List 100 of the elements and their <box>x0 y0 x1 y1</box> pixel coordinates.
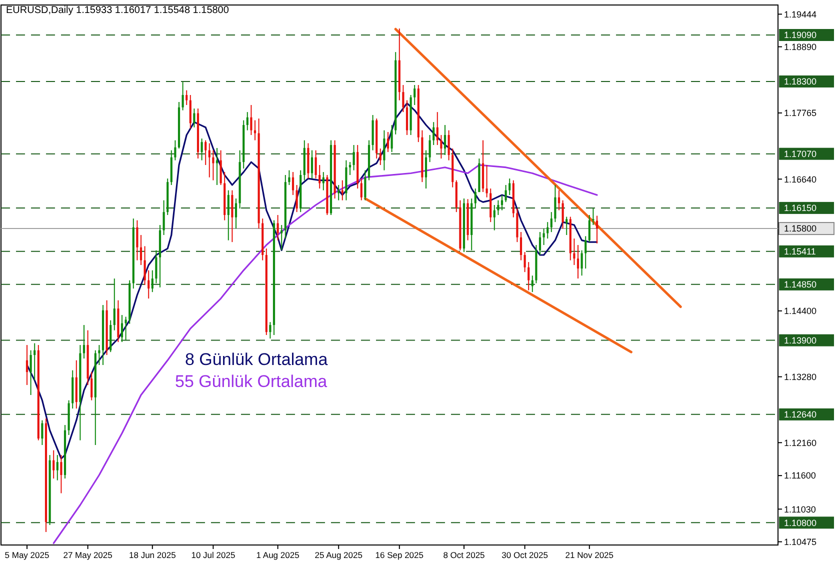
candlestick <box>212 150 214 181</box>
candlestick <box>124 316 127 341</box>
ref-line-label: 1.19090 <box>784 30 817 40</box>
candlestick <box>204 140 207 166</box>
y-tick-label: 1.10475 <box>784 536 817 547</box>
candlestick <box>520 232 522 261</box>
candlestick <box>424 150 428 190</box>
candlestick <box>90 372 93 401</box>
candlestick <box>193 108 196 128</box>
candlestick <box>588 214 590 243</box>
candlestick <box>113 278 116 331</box>
candlestick <box>269 322 272 340</box>
chart-title: EURUSD,Daily 1.15933 1.16017 1.15548 1.15800 <box>6 5 230 16</box>
candlestick <box>364 170 366 201</box>
text: 8 Günlük Ortalama <box>185 350 328 369</box>
ref-line-label: 1.14850 <box>784 280 817 290</box>
candlestick <box>414 84 416 106</box>
candlestick <box>296 184 298 213</box>
candlestick <box>155 250 158 284</box>
candlestick <box>386 132 390 153</box>
x-tick-label: 1 Aug 2025 <box>256 550 300 560</box>
candlestick <box>200 138 203 161</box>
candlestick <box>444 124 446 156</box>
candlestick <box>554 184 556 223</box>
candlestick <box>148 270 150 300</box>
candlestick <box>189 94 192 130</box>
candlestick <box>428 134 431 163</box>
candlestick <box>580 250 583 276</box>
candlestick <box>318 164 321 190</box>
x-tick-label: 5 May 2025 <box>4 550 50 560</box>
candlestick <box>60 454 62 494</box>
ref-line-label: 1.13900 <box>784 335 817 346</box>
candlestick <box>174 140 176 161</box>
candlestick <box>227 190 230 241</box>
candlestick <box>402 84 404 113</box>
candlestick <box>314 150 317 180</box>
line-series <box>52 164 598 544</box>
candlestick <box>497 200 500 216</box>
candlestick <box>140 234 142 266</box>
candlestick <box>208 142 210 178</box>
candlestick <box>524 252 526 273</box>
candlestick <box>246 112 248 131</box>
y-tick-label: 1.17765 <box>784 108 817 118</box>
candlestick <box>508 178 511 196</box>
candlestick <box>120 314 124 343</box>
candlestick <box>500 194 504 211</box>
candlestick <box>34 342 36 381</box>
candlestick <box>276 214 279 241</box>
candlestick <box>436 112 438 146</box>
candlestick <box>151 270 154 293</box>
candlestick <box>448 130 450 161</box>
x-tick-label: 21 Nov 2025 <box>565 550 614 560</box>
ref-line-label: 1.15800 <box>784 224 817 234</box>
ref-line-label: 1.16150 <box>784 203 817 214</box>
candlestick <box>550 212 552 233</box>
series-label: 55 Günlük Ortalama <box>175 372 328 391</box>
candlestick <box>352 144 355 171</box>
ref-line-label: 1.10800 <box>784 518 817 528</box>
candlestick <box>379 148 382 166</box>
candlestick <box>144 246 146 286</box>
candlestick <box>30 350 32 396</box>
y-tick-label: 1.13280 <box>784 372 817 382</box>
candlestick <box>348 162 352 176</box>
candlestick <box>542 228 545 246</box>
y-tick-label: 1.16640 <box>784 174 817 184</box>
candlestick <box>440 134 442 160</box>
candlestick <box>592 208 594 226</box>
candlestick <box>546 222 549 240</box>
y-tick-label: 1.18890 <box>784 42 817 52</box>
x-tick-label: 16 Sep 2025 <box>375 550 424 560</box>
x-tick-label: 27 May 2025 <box>63 550 113 560</box>
y-tick-label: 1.11030 <box>784 504 816 514</box>
ref-line-label: 1.17070 <box>784 148 817 159</box>
candlestick <box>558 190 560 211</box>
line-series <box>26 102 598 460</box>
candlestick <box>584 236 587 270</box>
x-tick-label: 30 Oct 2025 <box>502 550 548 560</box>
candlestick <box>231 190 234 243</box>
candlestick <box>52 450 55 480</box>
candlestick <box>288 170 290 186</box>
candlestick <box>26 344 28 386</box>
candlestick <box>360 178 362 201</box>
candlestick <box>310 150 314 180</box>
x-tick-label: 18 Jun 2025 <box>129 550 176 560</box>
candlestick <box>220 150 222 186</box>
candlestick <box>41 420 44 446</box>
candlestick <box>573 238 576 266</box>
candlestick <box>432 122 435 146</box>
candlestick <box>250 104 252 136</box>
candlestick <box>234 198 238 230</box>
candlestick <box>390 124 393 153</box>
ref-line-label: 1.12640 <box>784 410 817 420</box>
candlestick <box>162 200 165 236</box>
candlestick <box>486 164 488 198</box>
candlestick <box>576 244 580 280</box>
y-tick-label: 1.12160 <box>784 438 817 448</box>
candlestick <box>383 130 386 171</box>
candlestick <box>531 275 534 293</box>
candlestick <box>538 232 542 256</box>
x-tick-label: 10 Jul 2025 <box>191 550 236 560</box>
